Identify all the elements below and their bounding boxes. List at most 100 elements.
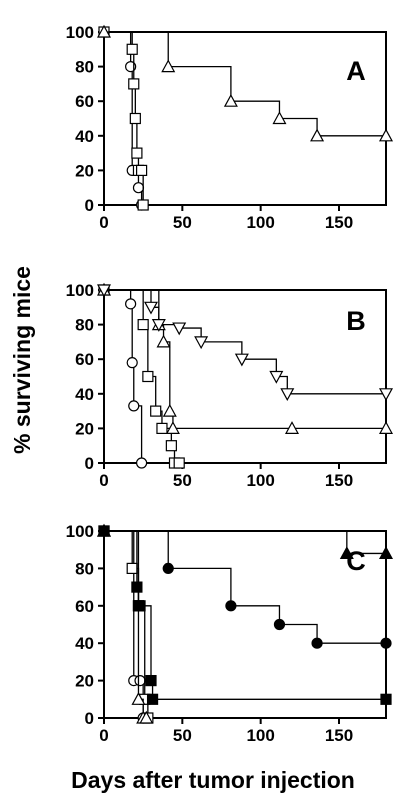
panel-c-y-tick-label: 0 [85, 709, 94, 728]
panel-b-frame [103, 289, 387, 464]
panel-a-series-2-point [129, 112, 141, 125]
panel-c-series-4-point [134, 600, 146, 612]
panel-a-series-3-point [272, 111, 287, 125]
panel-c-x-tick-label: 50 [173, 726, 192, 745]
panel-c-series-6-line [104, 530, 386, 555]
panel-c-plot: 0 50 100 150 0 20 40 60 80 100 [66, 522, 394, 745]
panel-a-series-2-point [126, 43, 138, 55]
panel-b-series-4-point [96, 284, 112, 298]
panel-b-series-3-point [284, 421, 300, 434]
panel-c-frame [103, 530, 387, 719]
panel-a-series-3-point [161, 59, 176, 73]
panel-b-series-3-point [156, 334, 171, 348]
panel-c-series-6-point [339, 546, 354, 560]
panel-a-y-tick-label: 40 [75, 127, 94, 146]
y-axis-title: % surviving mice [9, 266, 35, 454]
panel-c-series-4-point [145, 674, 157, 687]
panel-a-series-3-point [96, 24, 112, 38]
panel-b-x-tick-label: 0 [99, 471, 108, 490]
panel-c-series-3-line [104, 530, 147, 719]
panel-a-series-2-point [137, 199, 149, 211]
panel-a-y-tick-label: 100 [66, 23, 94, 42]
panel-b-series-2-point [137, 319, 149, 331]
panel-a-x-tick-label: 100 [246, 213, 274, 232]
panel-b-series-1-point [126, 357, 138, 369]
panel-b-series-2-point [173, 457, 185, 469]
panel-b-y-tick-label: 20 [75, 419, 94, 438]
panel-a-y-tick-label: 20 [75, 161, 94, 180]
panel-b-series-4-point [172, 322, 187, 336]
panel-a-series-3-line [104, 31, 386, 137]
panel-a-plot: 0 50 100 150 0 20 40 60 80 100 [66, 23, 394, 232]
panel-b-series-4-point [280, 388, 295, 402]
panel-c-y-tick-label: 60 [75, 597, 94, 616]
panel-b-series-2-point [156, 422, 168, 434]
panel-a-x-tick-label: 50 [173, 213, 192, 232]
panel-c-series-5-point [225, 600, 237, 612]
panel-c-series-1-point [134, 674, 146, 687]
panel-c-y-tick-label: 20 [75, 672, 94, 691]
panel-b-series-1-line [104, 289, 143, 463]
panel-a-series-2-point [131, 147, 143, 159]
panel-b-series-4-point [151, 319, 166, 332]
panel-c-y-tick-label: 100 [66, 522, 94, 541]
panel-b-x-tick-label: 50 [173, 471, 192, 490]
panel-b-series-1-point [125, 298, 137, 310]
panel-c-letter: C [346, 546, 366, 576]
panel-b-y-tick-label: 60 [75, 350, 94, 369]
panel-c-series-2-point [126, 562, 138, 575]
panel-a-series-2-point [136, 164, 148, 176]
panel-c-series-6-point [96, 523, 112, 537]
panel-a-series-3-point [378, 128, 394, 142]
panel-c-series-5-point [311, 637, 323, 649]
panel-a-frame [103, 31, 387, 206]
panel-b-series-1-point [128, 400, 140, 412]
panel-c-series-5-point [162, 562, 174, 575]
panel-a-y-tick-label: 80 [75, 58, 94, 77]
panel-c-series-3-point [139, 710, 154, 724]
panel-b-series-4-point [194, 336, 209, 350]
panel-b-series-2-point [150, 405, 162, 417]
panel-c-series-4-point [146, 693, 159, 705]
panel-b-series-2-point [142, 370, 154, 383]
panel-b-series-4-point [143, 301, 159, 315]
panel-b-plot: 0 50 100 150 0 20 40 60 80 100 [66, 281, 394, 490]
panel-b-y-tick-label: 100 [66, 281, 94, 300]
panel-b-series-3-point [162, 403, 177, 417]
panel-b-y-tick-label: 0 [85, 454, 94, 473]
panel-c-series-4-point [131, 581, 143, 593]
panel-b-x-tick-label: 100 [246, 471, 274, 490]
panel-c-series-2-line [104, 530, 149, 718]
x-axis-title: Days after tumor injection [71, 767, 355, 793]
panel-b-y-tick-label: 80 [75, 316, 94, 335]
panel-b-series-1-point [136, 457, 148, 469]
panel-b-letter: B [346, 306, 366, 336]
panel-c-series-5-point [273, 618, 286, 631]
panel-a-series-1-point [132, 182, 145, 194]
panel-c-series-6-point [378, 546, 394, 560]
panel-b-series-3-point [165, 421, 180, 434]
panel-c-y-tick-label: 80 [75, 559, 94, 578]
panel-c-x-tick-label: 150 [325, 726, 353, 745]
panel-a-series-2-point [128, 78, 140, 90]
panel-b-series-4-point [269, 370, 284, 384]
panel-b-series-2-point [165, 440, 177, 452]
panel-c-x-tick-label: 0 [99, 726, 108, 745]
panel-c-series-3-point [131, 692, 146, 705]
panel-b-x-tick-label: 150 [325, 471, 353, 490]
panel-c-y-tick-label: 40 [75, 634, 94, 653]
panel-a-series-3-point [310, 128, 325, 142]
panel-c-series-4-point [380, 693, 392, 705]
panel-b-series-3-point [378, 421, 394, 434]
panel-a-x-tick-label: 0 [99, 213, 108, 232]
panel-a-y-tick-label: 60 [75, 92, 94, 111]
panel-b-series-4-point [378, 388, 394, 402]
panel-a-series-3-point [223, 93, 238, 107]
panel-a-letter: A [346, 56, 366, 86]
panel-c-series-5-point [380, 637, 392, 649]
panel-c-series-5-line [104, 530, 386, 644]
panel-c-x-tick-label: 100 [246, 726, 274, 745]
panel-a-x-tick-label: 150 [325, 213, 353, 232]
panel-a-y-tick-label: 0 [85, 196, 94, 215]
